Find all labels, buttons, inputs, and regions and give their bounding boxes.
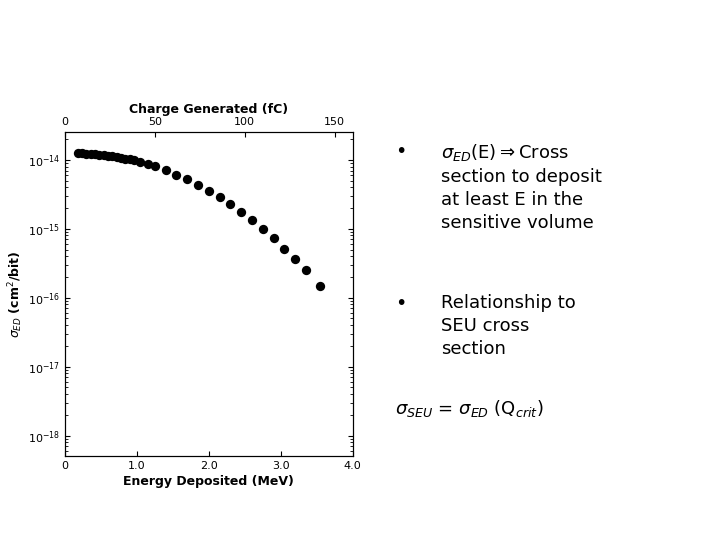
Point [142, 160, 153, 168]
Point [192, 180, 204, 189]
Point [268, 234, 279, 243]
Point [225, 200, 236, 208]
Y-axis label: $\sigma_{ED}$ (cm$^2$/bit): $\sigma_{ED}$ (cm$^2$/bit) [6, 251, 25, 338]
Point [98, 151, 109, 159]
Point [171, 170, 182, 179]
Point [246, 216, 258, 225]
Point [160, 166, 171, 174]
Point [107, 152, 118, 160]
X-axis label: Energy Deposited (MeV): Energy Deposited (MeV) [123, 475, 294, 488]
Point [149, 162, 161, 171]
X-axis label: Charge Generated (fC): Charge Generated (fC) [129, 103, 289, 116]
Text: MURI 2007: MURI 2007 [18, 513, 86, 526]
Point [128, 156, 140, 165]
Point [214, 193, 225, 201]
Point [300, 266, 312, 275]
Point [181, 175, 193, 184]
Point [72, 149, 84, 158]
Text: 13: 13 [687, 513, 702, 526]
Text: Energy deposition cross section: Energy deposition cross section [18, 32, 618, 66]
Point [203, 186, 215, 195]
Point [289, 255, 301, 264]
Point [135, 158, 146, 166]
Point [94, 150, 105, 159]
Point [85, 150, 96, 158]
Text: •: • [395, 294, 406, 313]
Text: $\sigma_{SEU}$ = $\sigma_{ED}$ (Q$_{crit}$): $\sigma_{SEU}$ = $\sigma_{ED}$ (Q$_{crit… [395, 398, 544, 419]
Point [315, 282, 326, 291]
Point [111, 153, 122, 161]
Point [81, 149, 92, 158]
Point [257, 225, 269, 233]
Text: alan.tipton@vanderbilt.edu: alan.tipton@vanderbilt.edu [263, 513, 457, 526]
Point [102, 151, 114, 160]
Text: Relationship to
SEU cross
section: Relationship to SEU cross section [441, 294, 576, 358]
Point [76, 149, 88, 158]
Point [89, 150, 101, 159]
Point [120, 154, 131, 163]
Point [279, 244, 290, 253]
Point [235, 208, 247, 217]
Text: $\sigma_{ED}$(E)$\Rightarrow$Cross
section to deposit
at least E in the
sensitiv: $\sigma_{ED}$(E)$\Rightarrow$Cross secti… [441, 142, 602, 232]
Point [124, 155, 135, 164]
Text: •: • [395, 142, 406, 161]
Point [115, 153, 127, 162]
